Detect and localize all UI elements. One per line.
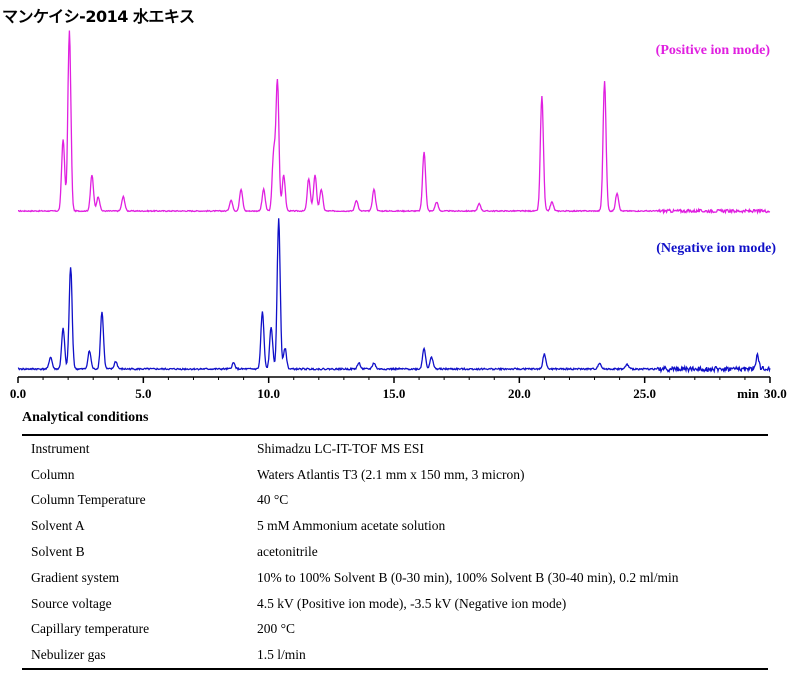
condition-row: Instrument Shimadzu LC-IT-TOF MS ESI bbox=[22, 435, 768, 462]
x-tick-label: 15.0 bbox=[383, 386, 406, 400]
condition-row: Gradient system 10% to 100% Solvent B (0-… bbox=[22, 565, 768, 591]
condition-value: Waters Atlantis T3 (2.1 mm x 150 mm, 3 m… bbox=[257, 466, 525, 482]
condition-row: Nebulizer gas 1.5 l/min bbox=[22, 642, 768, 669]
x-tick-label: 10.0 bbox=[257, 386, 280, 400]
condition-value: 10% to 100% Solvent B (0-30 min), 100% S… bbox=[257, 569, 679, 585]
conditions-table: Instrument Shimadzu LC-IT-TOF MS ESI Colum… bbox=[22, 434, 768, 671]
negative-ion-trace bbox=[17, 218, 771, 374]
positive-series-label: (Positive ion mode) bbox=[656, 43, 771, 58]
condition-key: Instrument bbox=[31, 440, 90, 456]
condition-row: Source voltage 4.5 kV (Positive ion mode)… bbox=[22, 591, 768, 617]
negative-trace-group: (Negative ion mode) bbox=[17, 218, 776, 374]
condition-key: Nebulizer gas bbox=[31, 647, 106, 663]
condition-row: Column Waters Atlantis T3 (2.1 mm x 150 m… bbox=[22, 462, 768, 488]
condition-value: acetonitrile bbox=[257, 544, 318, 560]
chromatogram-chart: (Positive ion mode) (Negative ion mode) … bbox=[10, 30, 787, 400]
condition-row: Capillary temperature 200 °C bbox=[22, 617, 768, 643]
positive-ion-trace bbox=[18, 30, 771, 215]
condition-value: 1.5 l/min bbox=[257, 647, 306, 663]
condition-row: Solvent A 5 mM Ammonium acetate solution bbox=[22, 513, 768, 539]
condition-key: Solvent B bbox=[31, 544, 85, 560]
condition-row: Column Temperature 40 °C bbox=[22, 488, 768, 514]
x-tick-group: 0.0 5.0 10.0 15.0 20.0 25.0 30.0 bbox=[10, 377, 787, 400]
x-axis: 0.0 5.0 10.0 15.0 20.0 25.0 30.0 min bbox=[10, 376, 787, 400]
condition-value: 200 °C bbox=[257, 621, 296, 637]
condition-key: Source voltage bbox=[31, 595, 112, 611]
condition-value: 40 °C bbox=[257, 492, 289, 508]
condition-key: Column Temperature bbox=[31, 492, 146, 508]
condition-key: Solvent A bbox=[31, 518, 85, 534]
positive-trace-group: (Positive ion mode) bbox=[18, 30, 771, 215]
x-tick-label: 20.0 bbox=[508, 386, 531, 400]
condition-value: 5 mM Ammonium acetate solution bbox=[257, 518, 446, 534]
x-tick-label: 25.0 bbox=[633, 386, 656, 400]
x-axis-unit: min bbox=[737, 386, 759, 400]
conditions-heading: Analytical conditions bbox=[22, 410, 149, 425]
negative-series-label: (Negative ion mode) bbox=[656, 241, 776, 256]
condition-key: Gradient system bbox=[31, 569, 120, 585]
x-tick-label: 5.0 bbox=[135, 386, 151, 400]
condition-key: Capillary temperature bbox=[31, 621, 150, 637]
condition-value: Shimadzu LC-IT-TOF MS ESI bbox=[257, 440, 424, 456]
condition-row: Solvent B acetonitrile bbox=[22, 539, 768, 565]
condition-value: 4.5 kV (Positive ion mode), -3.5 kV (Neg… bbox=[257, 595, 567, 611]
condition-key: Column bbox=[31, 466, 75, 482]
x-tick-label: 30.0 bbox=[764, 386, 787, 400]
x-tick-label: 0.0 bbox=[10, 386, 26, 400]
chart-title: マンケイシ-2014 水エキス bbox=[2, 7, 195, 26]
